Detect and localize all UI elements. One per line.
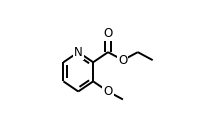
Text: N: N (74, 46, 83, 59)
Text: O: O (103, 27, 113, 40)
Text: O: O (118, 54, 127, 67)
Text: O: O (103, 85, 113, 98)
